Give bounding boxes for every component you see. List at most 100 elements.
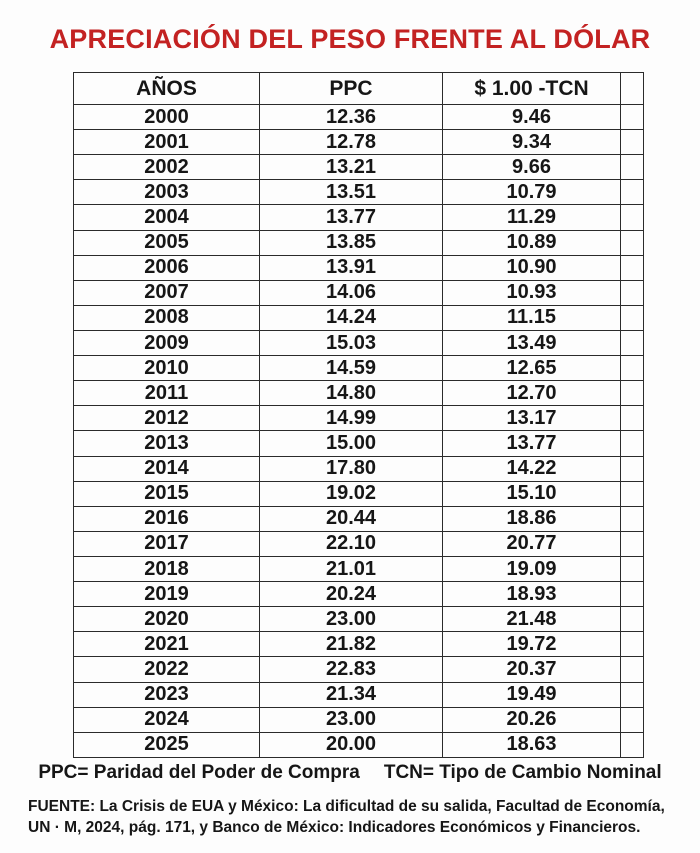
tcn-cell: 21.48 <box>442 606 621 633</box>
tcn-cell: 20.77 <box>442 530 621 557</box>
ppc-cell: 15.03 <box>259 329 443 357</box>
table-row: 2013 15.00 13.77 <box>73 430 644 457</box>
tcn-cell: 14.22 <box>442 455 621 482</box>
year-cell: 2002 <box>73 154 260 181</box>
table-row: 2023 21.34 19.49 <box>73 681 644 708</box>
legend-ppc: PPC= Paridad del Poder de Compra <box>38 762 360 783</box>
ppc-cell: 23.00 <box>259 706 443 733</box>
ppc-cell: 13.91 <box>259 254 443 281</box>
spacer-cell <box>620 129 644 156</box>
ppc-cell: 14.24 <box>259 304 443 331</box>
spacer-cell <box>620 731 644 759</box>
table-row: 2005 13.85 10.89 <box>73 229 644 256</box>
spacer-cell <box>620 229 644 256</box>
year-cell: 2021 <box>73 631 260 658</box>
ppc-cell: 14.06 <box>259 279 443 306</box>
ppc-cell: 21.82 <box>259 631 443 658</box>
tcn-cell: 13.49 <box>442 329 621 357</box>
tcn-cell: 20.37 <box>442 656 621 683</box>
header-tcn: $ 1.00 -TCN <box>442 72 621 105</box>
spacer-cell <box>620 380 644 407</box>
spacer-cell <box>620 304 644 331</box>
ppc-cell: 22.83 <box>259 656 443 683</box>
year-cell: 2001 <box>73 129 260 156</box>
tcn-cell: 11.29 <box>442 204 621 231</box>
ppc-cell: 19.02 <box>259 480 443 507</box>
ppc-cell: 21.01 <box>259 555 443 583</box>
table-row: 2006 13.91 10.90 <box>73 254 644 281</box>
table-row: 2017 22.10 20.77 <box>73 530 644 557</box>
year-cell: 2004 <box>73 204 260 231</box>
tcn-cell: 19.09 <box>442 555 621 583</box>
tcn-cell: 19.49 <box>442 681 621 708</box>
table-row: 2007 14.06 10.93 <box>73 279 644 306</box>
year-cell: 2006 <box>73 254 260 281</box>
tcn-cell: 9.66 <box>442 154 621 181</box>
ppc-cell: 13.77 <box>259 204 443 231</box>
ppc-cell: 21.34 <box>259 681 443 708</box>
header-ppc: PPC <box>259 72 443 105</box>
table-row: 2008 14.24 11.15 <box>73 304 644 331</box>
spacer-cell <box>620 606 644 633</box>
table-body: 2000 12.36 9.46 2001 12.78 9.34 2002 13.21 9.66 2… <box>73 103 644 759</box>
tcn-cell: 18.93 <box>442 581 621 608</box>
ppc-cell: 23.00 <box>259 606 443 633</box>
table-row: 2018 21.01 19.09 <box>73 555 644 583</box>
table-row: 2002 13.21 9.66 <box>73 154 644 181</box>
source-line-2: UN · M, 2024, pág. 171, y Banco de Méxic… <box>28 819 641 836</box>
year-cell: 2016 <box>73 505 260 532</box>
spacer-cell <box>620 254 644 281</box>
year-cell: 2008 <box>73 304 260 331</box>
header-years: AÑOS <box>73 72 260 105</box>
legend-tcn: TCN= Tipo de Cambio Nominal <box>383 762 662 783</box>
table-row: 2009 15.03 13.49 <box>73 329 644 357</box>
year-cell: 2003 <box>73 179 260 206</box>
ppc-cell: 20.24 <box>259 581 443 608</box>
year-cell: 2007 <box>73 279 260 306</box>
tcn-cell: 10.93 <box>442 279 621 306</box>
ppc-cell: 20.44 <box>259 505 443 532</box>
tcn-cell: 19.72 <box>442 631 621 658</box>
ppc-cell: 13.21 <box>259 154 443 181</box>
ppc-cell: 14.99 <box>259 405 443 432</box>
ppc-cell: 13.51 <box>259 179 443 206</box>
spacer-cell <box>620 355 644 382</box>
ppc-cell: 12.78 <box>259 129 443 156</box>
table-row: 2014 17.80 14.22 <box>73 455 644 482</box>
table-row: 2019 20.24 18.93 <box>73 581 644 608</box>
year-cell: 2017 <box>73 530 260 557</box>
year-cell: 2020 <box>73 606 260 633</box>
year-cell: 2009 <box>73 329 260 357</box>
table-row: 2012 14.99 13.17 <box>73 405 644 432</box>
year-cell: 2010 <box>73 355 260 382</box>
table-row: 2001 12.78 9.34 <box>73 129 644 156</box>
header-spacer <box>620 72 644 105</box>
spacer-cell <box>620 204 644 231</box>
exchange-rate-table: AÑOS PPC $ 1.00 -TCN 2000 12.36 9.46 2001 12… <box>73 72 644 759</box>
year-cell: 2000 <box>73 103 260 131</box>
year-cell: 2023 <box>73 681 260 708</box>
page-title: APRECIACIÓN DEL PESO FRENTE AL DÓLAR <box>49 24 651 54</box>
ppc-cell: 22.10 <box>259 530 443 557</box>
spacer-cell <box>620 103 644 131</box>
tcn-cell: 11.15 <box>442 304 621 331</box>
table-row: 2016 20.44 18.86 <box>73 505 644 532</box>
source-line-1: FUENTE: La Crisis de EUA y México: La di… <box>28 798 665 815</box>
tcn-cell: 12.65 <box>442 355 621 382</box>
ppc-cell: 17.80 <box>259 455 443 482</box>
tcn-cell: 18.63 <box>442 731 621 759</box>
spacer-cell <box>620 179 644 206</box>
tcn-cell: 15.10 <box>442 480 621 507</box>
table-row: 2003 13.51 10.79 <box>73 179 644 206</box>
year-cell: 2022 <box>73 656 260 683</box>
table-row: 2011 14.80 12.70 <box>73 380 644 407</box>
tcn-cell: 18.86 <box>442 505 621 532</box>
table-row: 2022 22.83 20.37 <box>73 656 644 683</box>
year-cell: 2012 <box>73 405 260 432</box>
spacer-cell <box>620 631 644 658</box>
year-cell: 2011 <box>73 380 260 407</box>
ppc-cell: 14.80 <box>259 380 443 407</box>
spacer-cell <box>620 455 644 482</box>
spacer-cell <box>620 706 644 733</box>
